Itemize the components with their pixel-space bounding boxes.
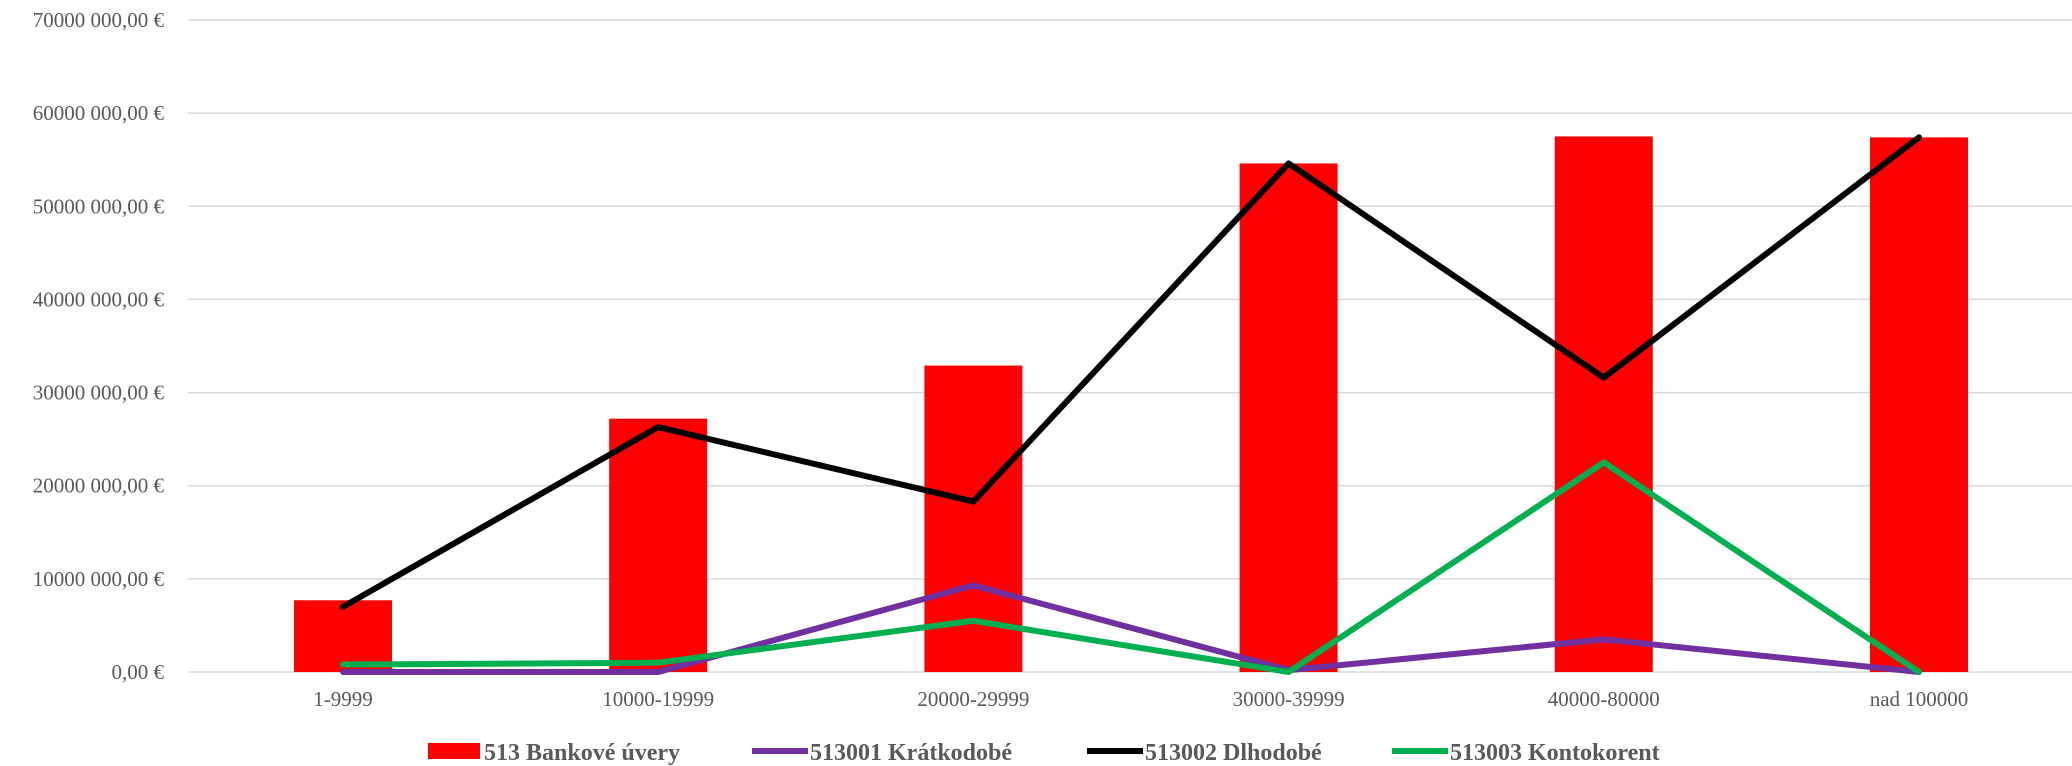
x-tick-label: 40000-80000 xyxy=(1548,687,1660,711)
x-tick-label: 10000-19999 xyxy=(602,687,714,711)
bar xyxy=(294,600,392,672)
bar xyxy=(609,418,708,672)
x-tick-label: 1-9999 xyxy=(313,687,373,711)
y-tick-label: 50000 000,00 € xyxy=(33,194,165,218)
x-tick-label: nad 100000 xyxy=(1870,687,1969,711)
y-tick-label: 0,00 € xyxy=(112,660,165,684)
x-tick-label: 20000-29999 xyxy=(917,687,1029,711)
legend-label: 513003 Kontokorent xyxy=(1450,740,1660,766)
legend-label: 513001 Krátkodobé xyxy=(810,740,1012,766)
legend-label: 513 Bankové úvery xyxy=(484,740,680,766)
y-tick-label: 70000 000,00 € xyxy=(33,8,165,32)
bar xyxy=(1239,163,1338,672)
y-tick-label: 60000 000,00 € xyxy=(33,101,165,125)
bar xyxy=(1870,137,1968,673)
series-line xyxy=(340,582,1922,675)
y-tick-label: 30000 000,00 € xyxy=(33,381,165,405)
legend-label: 513002 Dlhodobé xyxy=(1145,740,1322,766)
y-axis-ticks: 0,00 € 10000 000,00 € 20000 000,00 € 30000 … xyxy=(33,8,165,684)
y-tick-label: 20000 000,00 € xyxy=(33,474,165,498)
x-axis-ticks: 1-9999 10000-19999 20000-29999 30000-39999 4… xyxy=(313,687,1968,711)
bar xyxy=(1554,136,1653,672)
legend: 513 Bankové úvery 513001 Krátkodobé 513002… xyxy=(428,740,1660,766)
x-tick-label: 30000-39999 xyxy=(1233,687,1345,711)
series-line xyxy=(340,134,1922,610)
y-tick-label: 10000 000,00 € xyxy=(33,567,165,591)
series-line xyxy=(340,459,1922,675)
y-tick-label: 40000 000,00 € xyxy=(33,287,165,311)
bar-series xyxy=(294,136,1968,673)
legend-swatch xyxy=(428,743,480,759)
line-series xyxy=(340,134,1922,675)
gridlines xyxy=(188,19,2072,673)
